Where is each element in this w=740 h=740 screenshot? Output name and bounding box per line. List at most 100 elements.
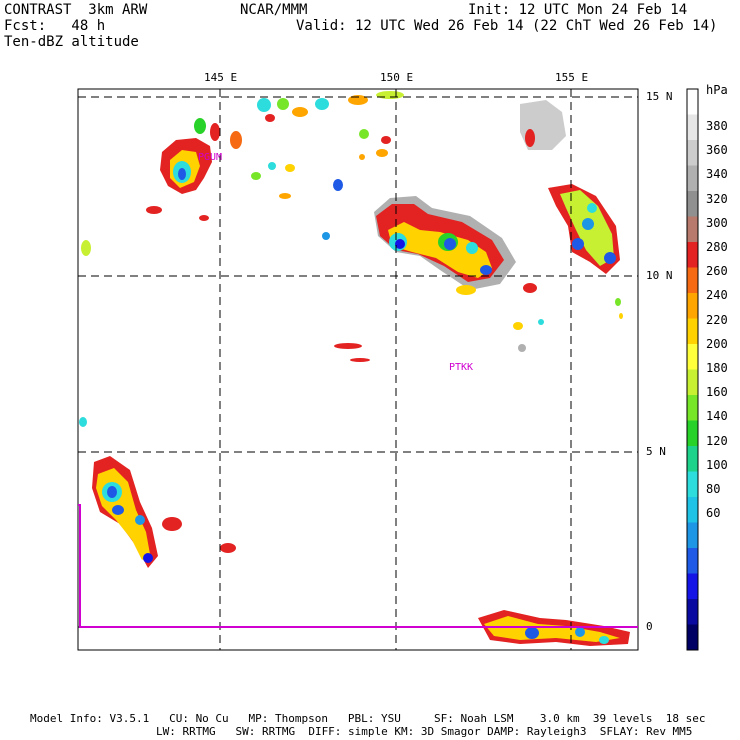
cell-east-core-3 [604,252,616,264]
colorbar-swatch [687,420,698,447]
colorbar-level-label: 320 [706,191,728,206]
cell-sw-core-2 [112,505,124,515]
cell-central-yellow [388,222,492,278]
cell-small-12 [538,319,544,325]
footer-physics-info: LW: RRTMG SW: RRTMG DIFF: simple KM: 3D … [156,725,693,738]
colorbar-frame [686,88,699,651]
colorbar-level-label: 360 [706,143,728,158]
reflectivity-cells [79,91,630,646]
cell-row-4 [315,98,329,110]
lat-label-5n: 5 N [646,445,666,458]
title-left: CONTRAST 3km ARW [4,2,148,18]
colorbar-level-label: 100 [706,457,728,472]
colorbar-level-label: 200 [706,336,728,351]
colorbar-swatch [687,114,698,141]
colorbar-swatch [687,446,698,472]
colorbar [686,88,699,651]
cell-south-yellow [484,616,620,642]
cell-south-core-2 [575,627,585,637]
cell-edge-1 [81,240,91,256]
center-name: NCAR/MMM [240,2,308,18]
colorbar-swatch [687,165,698,192]
cell-row-1 [257,98,271,112]
cell-small-4 [279,193,291,199]
cell-row-2 [277,98,289,110]
colorbar-swatch [687,318,698,345]
cell-small-1 [251,172,261,180]
cell-mid-1 [334,343,362,349]
cell-east-core-4 [587,203,597,213]
colorbar-level-label: 180 [706,361,728,375]
colorbar-level-label: 160 [706,385,728,400]
station-ptkk: PTKK [449,362,474,373]
colorbar-level-label: 220 [706,312,728,327]
colorbar-level-label: 280 [706,240,728,254]
cell-central-core-4 [480,265,492,275]
colorbar-level-label: 260 [706,264,728,279]
colorbar-swatch [687,191,698,217]
colorbar-level-label: 80 [706,482,721,496]
cell-sw-center-1 [107,486,117,498]
cell-small-3 [285,164,295,172]
colorbar-swatch [687,624,698,651]
colorbar-swatch [687,548,698,574]
init-time: Init: 12 UTC Mon 24 Feb 14 [468,2,688,18]
cell-ne-red [525,129,535,147]
cell-central-center-1 [395,239,405,249]
colorbar-level-label: 380 [706,119,728,133]
colorbar-level-label: 140 [706,409,728,424]
cell-small-7 [359,129,369,139]
field-name: Ten-dBZ altitude [4,34,139,50]
colorbar-level-label: 240 [706,288,728,303]
colorbar-swatch [687,216,698,243]
colorbar-swatch [687,522,698,549]
colorbar-unit: hPa [706,83,728,97]
lon-label-145e: 145 E [204,71,238,84]
colorbar-swatch [687,369,698,396]
cell-south-core-3 [599,636,609,644]
valid-time: Valid: 12 UTC Wed 26 Feb 14 (22 ChT Wed … [296,18,718,34]
colorbar-swatch [687,267,698,294]
colorbar-level-label: 120 [706,433,728,448]
colorbar-swatch [687,242,698,268]
lon-label-155e: 155 E [555,71,589,84]
cell-north-2 [210,123,220,141]
colorbar-swatch [687,497,698,523]
cell-edge-2 [79,417,87,427]
cell-row-3 [292,107,308,117]
colorbar-swatch [687,599,698,625]
cell-small-15 [619,313,623,319]
cell-sw-core-3 [135,515,145,525]
lat-label-15n: 15 N [646,90,673,103]
footer-model-info: Model Info: V3.5.1 CU: No Cu MP: Thompso… [30,712,706,725]
cell-west-1 [146,206,162,214]
cell-north-3 [230,131,242,149]
lon-label-150e: 150 E [380,71,414,84]
cell-mid-2 [350,358,370,362]
lat-label-10n: 10 N [646,269,673,282]
cell-central-center-2 [444,238,456,250]
cell-small-6 [322,232,330,240]
cell-south-core-1 [525,627,539,639]
cell-small-8 [376,149,388,157]
forecast-hour: Fcst: 48 h [4,18,106,34]
colorbar-swatch [687,293,698,319]
domain-boundary [78,504,638,628]
cell-east-core-2 [572,238,584,250]
cell-small-11 [513,322,523,330]
colorbar-level-label: 340 [706,167,728,182]
colorbar-swatch [687,140,698,166]
colorbar-swatch [687,395,698,421]
cell-west-2 [199,215,209,221]
cell-guam-center [178,168,186,180]
cell-sw-core-4 [143,553,153,563]
colorbar-swatch [687,344,698,370]
cell-east-core-1 [582,218,594,230]
cell-small-2 [268,162,276,170]
cell-sw-small [220,543,236,553]
colorbar-swatch [687,471,698,498]
colorbar-level-label: 60 [706,506,721,521]
colorbar-level-label: 300 [706,215,728,230]
cell-small-9 [381,136,391,144]
